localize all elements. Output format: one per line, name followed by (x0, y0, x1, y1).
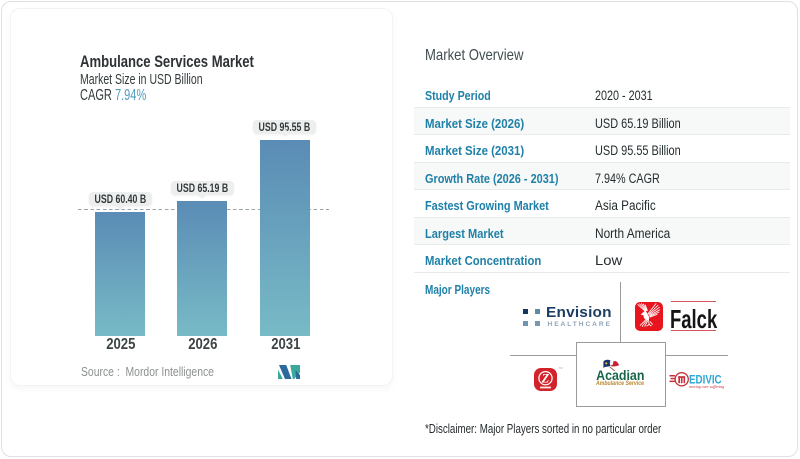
svg-text:EDIVIC: EDIVIC (689, 374, 722, 387)
svg-text:Z: Z (541, 372, 550, 386)
svg-text:moving over suffering: moving over suffering (689, 384, 724, 389)
